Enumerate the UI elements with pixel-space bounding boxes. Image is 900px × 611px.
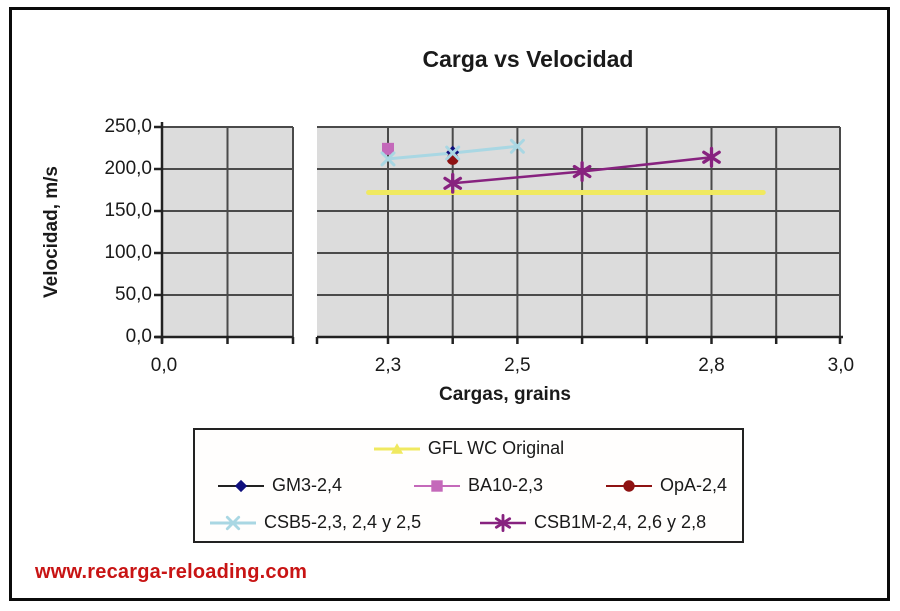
legend-entry-opa: OpA-2,4: [605, 475, 742, 496]
y-axis-title: Velocidad, m/s: [41, 166, 62, 298]
legend-marker-square-icon: [414, 479, 460, 492]
legend-entry-gm3: GM3-2,4: [217, 475, 413, 496]
legend-label-csb1m: CSB1M-2,4, 2,6 y 2,8: [534, 512, 707, 532]
x-tick-label: 2,8: [698, 355, 725, 376]
legend-label-ba10: BA10-2,3: [468, 475, 544, 495]
legend-entry-ba10: BA10-2,3: [413, 475, 605, 496]
legend-row: CSB5-2,3, 2,4 y 2,5 CSB1M-2,4, 2,6 y 2,8: [195, 504, 742, 541]
legend-entry-csb5: CSB5-2,3, 2,4 y 2,5: [209, 512, 479, 533]
legend-box: GFL WC Original GM3-2,4 BA10-2,3 OpA-2,4 CSB…: [193, 428, 744, 543]
y-tick-label: 50,0: [115, 284, 152, 305]
x-tick-label: 2,3: [374, 355, 402, 376]
legend-marker-triangle-icon: [373, 442, 420, 454]
x-tick-label: 0,0: [150, 355, 178, 376]
plot-panels: [162, 127, 840, 337]
legend-entry-gfl: GFL WC Original: [373, 438, 564, 459]
x-tick-label: 3,0: [827, 355, 855, 376]
legend-marker-circle-icon: [606, 479, 652, 492]
x-axis-title: Cargas, grains: [439, 384, 571, 405]
legend-label-opa: OpA-2,4: [660, 475, 728, 495]
gridlines: [162, 126, 841, 337]
legend-row: GFL WC Original: [195, 430, 742, 467]
outer-border: [9, 7, 890, 601]
y-tick-label: 150,0: [104, 200, 152, 221]
chart-title: Carga vs Velocidad: [422, 46, 634, 72]
legend-label-gfl: GFL WC Original: [427, 438, 565, 458]
legend-label-csb5: CSB5-2,3, 2,4 y 2,5: [264, 512, 422, 532]
y-tick-label: 100,0: [104, 242, 152, 263]
legend-marker-x-icon: [210, 515, 256, 530]
x-tick-label: 2,5: [504, 355, 531, 376]
legend-marker-diamond-icon: [218, 479, 264, 492]
legend-label-gm3: GM3-2,4: [272, 475, 343, 495]
series-markers: [380, 138, 721, 194]
watermark-url: www.recarga-reloading.com: [35, 561, 308, 583]
y-tick-label: 0,0: [125, 326, 152, 347]
legend-entry-csb1m: CSB1M-2,4, 2,6 y 2,8: [479, 512, 742, 533]
legend-row: GM3-2,4 BA10-2,3 OpA-2,4: [195, 467, 742, 504]
axes: [154, 122, 843, 344]
y-tick-label: 250,0: [104, 116, 152, 137]
legend-marker-asterisk-icon: [480, 513, 526, 532]
y-tick-label: 200,0: [104, 158, 152, 179]
